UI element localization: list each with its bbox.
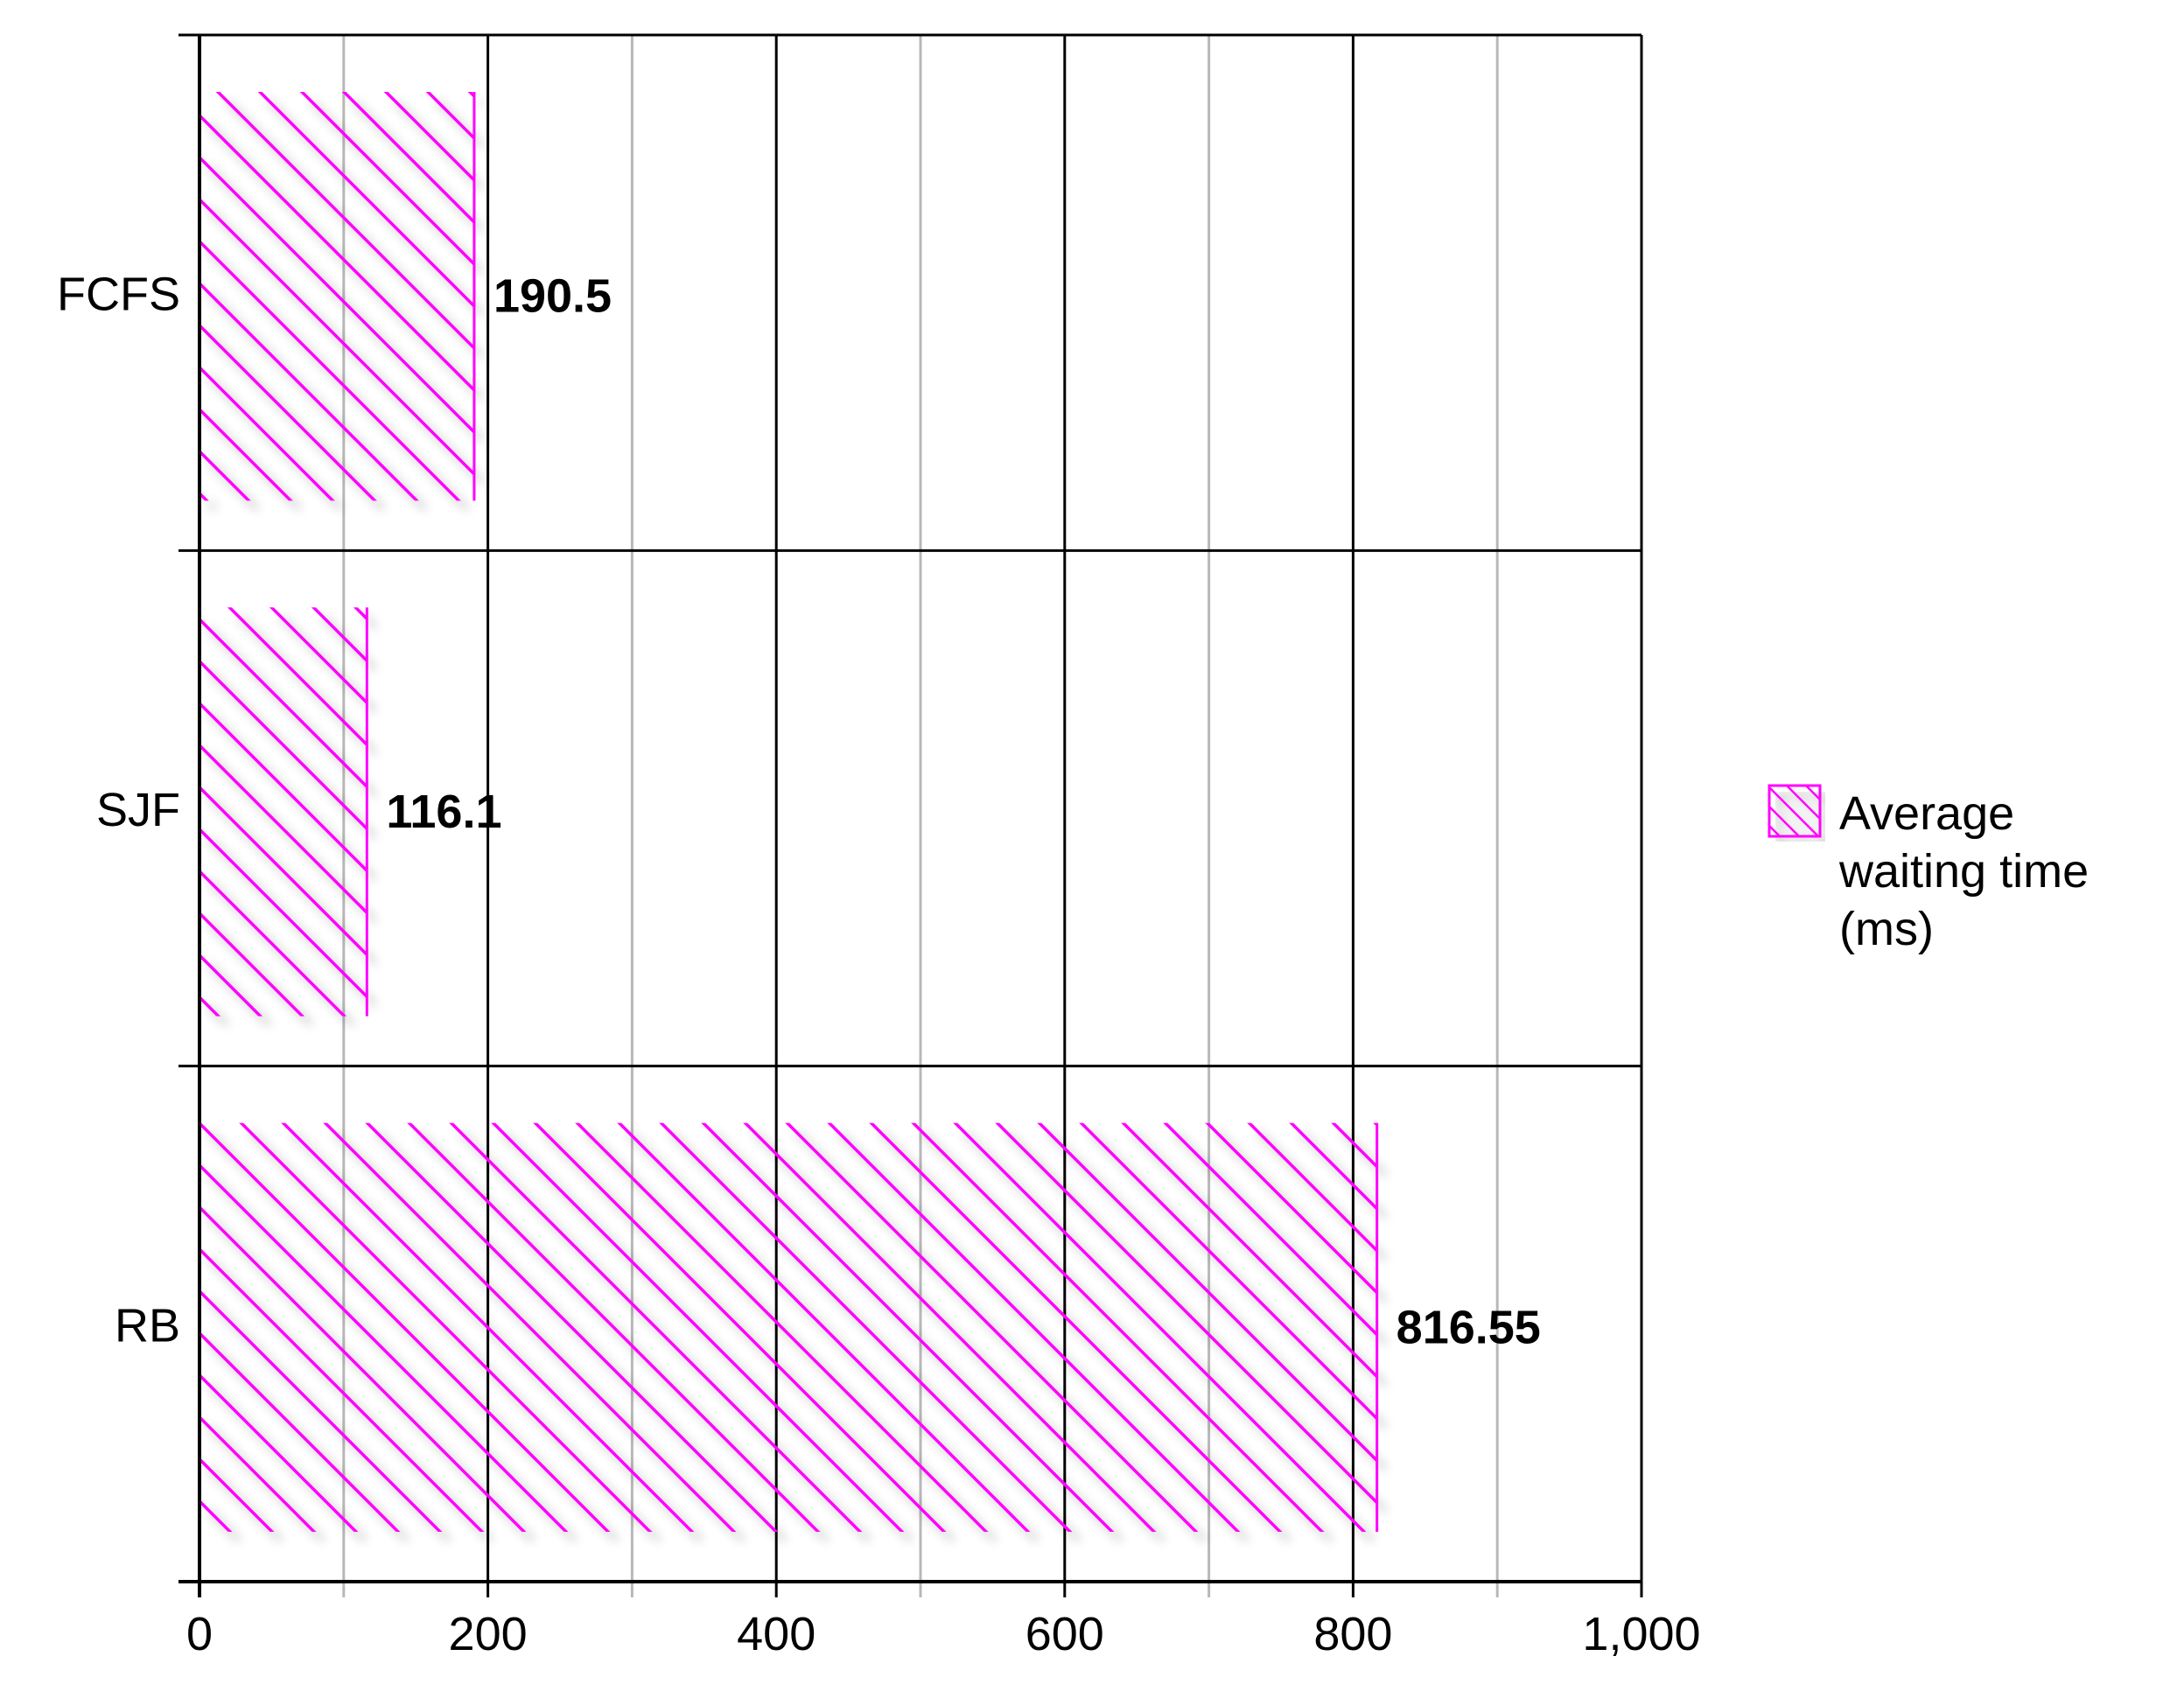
plot-frame (178, 33, 1643, 1597)
legend-label-line: waiting time (1838, 845, 2089, 898)
bar-rb (200, 1122, 1377, 1532)
x-tick-label: 200 (449, 1608, 528, 1660)
data-label-rb: 816.55 (1396, 1301, 1541, 1353)
labels: 0 200 400 600 800 1,000 FCFS SJF RB 190.5 116.1 816… (57, 269, 1701, 1660)
x-tick-label: 800 (1313, 1608, 1392, 1660)
bar-fcfs (200, 92, 474, 501)
legend-label-line: Average (1839, 787, 2014, 840)
legend-swatch (1768, 784, 1822, 838)
category-label-fcfs: FCFS (57, 269, 180, 321)
bar-sjf (200, 607, 368, 1017)
x-tick-label: 600 (1026, 1608, 1104, 1660)
x-tick-label: 1,000 (1582, 1608, 1700, 1660)
data-label-sjf: 116.1 (386, 786, 501, 838)
bars (200, 92, 1379, 1532)
category-label-rb: RB (115, 1299, 180, 1352)
x-tick-label: 0 (186, 1608, 213, 1660)
data-label-fcfs: 190.5 (494, 270, 612, 323)
category-label-sjf: SJF (96, 784, 180, 836)
x-tick-label: 400 (737, 1608, 816, 1660)
legend-label-line: (ms) (1839, 903, 1934, 955)
